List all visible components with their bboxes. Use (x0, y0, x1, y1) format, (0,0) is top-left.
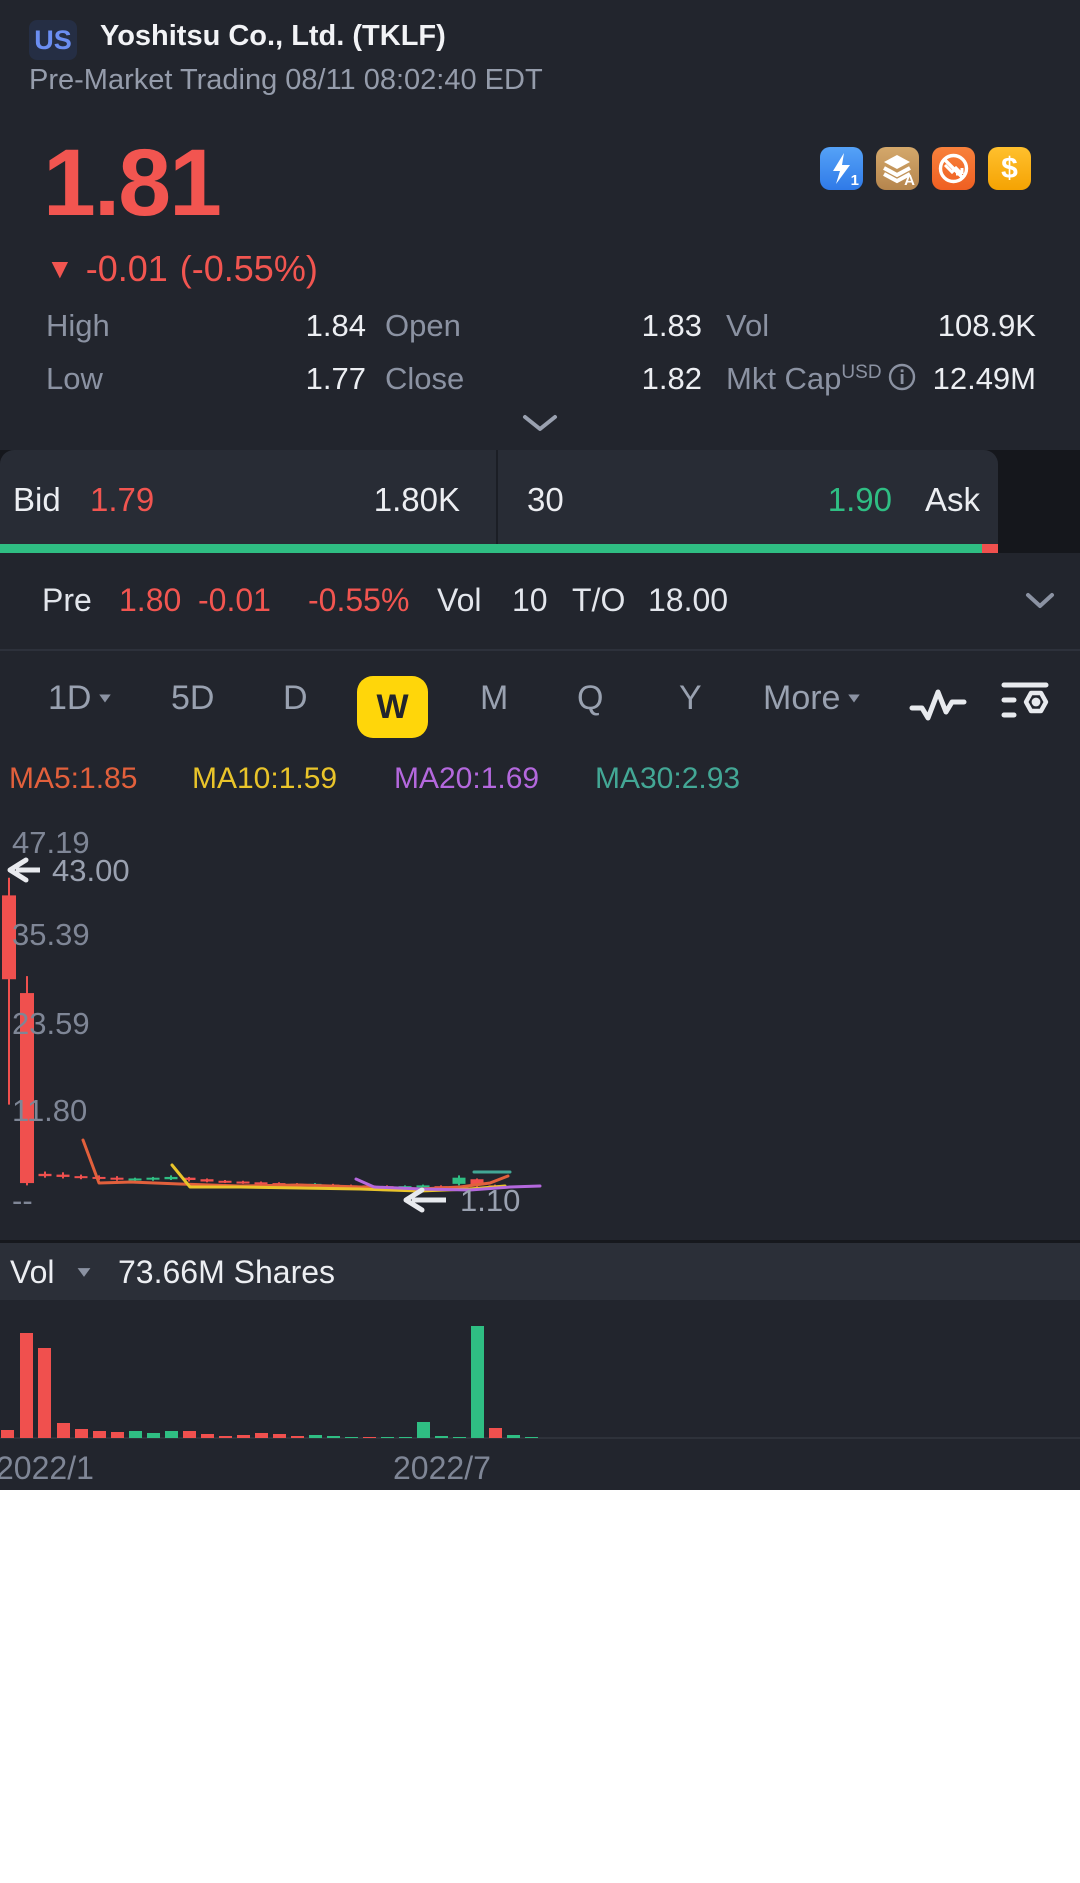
tab-5d[interactable]: 5D (171, 679, 215, 717)
ma-legend: MA5:1.85 MA10:1.59 MA20:1.69 MA30:2.93 (0, 748, 1080, 808)
pre-turnover-label: T/O (572, 582, 626, 618)
svg-text:--: -- (12, 1183, 33, 1218)
mktcap-currency: USD (841, 362, 882, 383)
down-arrow-icon: ▼ (46, 253, 74, 284)
order-book[interactable]: Bid 1.79 1.80K 30 1.90 Ask (0, 450, 998, 553)
high-label: High (46, 308, 110, 343)
ask-size: 30 (527, 481, 564, 518)
bid-ask-ratio-bar (0, 544, 998, 553)
close-value: 1.82 (641, 361, 702, 396)
ma20-legend: MA20:1.69 (394, 762, 540, 795)
x-axis-label: 2022/1 (0, 1450, 94, 1486)
period-tab-bar: 1D 5D D W M Q Y More (0, 651, 1080, 749)
change-value: -0.01 (85, 248, 168, 289)
indicator-settings-icon[interactable] (1000, 677, 1052, 732)
open-label: Open (385, 308, 461, 343)
ask-price: 1.90 (827, 481, 892, 518)
tab-1d[interactable]: 1D (48, 679, 113, 718)
pre-turnover: 18.00 (648, 582, 729, 618)
bid-label: Bid (13, 481, 61, 518)
high-value: 1.84 (305, 308, 366, 343)
dropdown-arrow-icon (848, 694, 861, 703)
last-price: 1.81 (43, 130, 222, 236)
ma30-legend: MA30:2.93 (595, 762, 741, 795)
pre-change: -0.01 (198, 582, 271, 618)
tab-m[interactable]: M (480, 679, 509, 717)
ma10-legend: MA10:1.59 (192, 762, 338, 795)
expand-chevron-icon[interactable] (495, 408, 585, 442)
tab-w-selected[interactable]: W (357, 676, 428, 738)
pre-vol: 10 (512, 582, 548, 618)
low-label: Low (46, 361, 103, 396)
svg-text:47.19: 47.19 (12, 825, 90, 860)
flash-order-icon[interactable]: 1 (820, 147, 863, 190)
vol-label: Vol (726, 308, 770, 343)
session-status: Pre-Market Trading 08/11 08:02:40 EDT (29, 64, 543, 96)
tab-more[interactable]: More (763, 679, 862, 718)
ask-label: Ask (925, 481, 981, 518)
svg-text:23.59: 23.59 (12, 1006, 90, 1041)
feature-icon-row: 1 A $ (820, 147, 1031, 190)
volume-total: 73.66M Shares (118, 1254, 336, 1290)
financing-dollar-icon[interactable]: $ (988, 147, 1031, 190)
change-percent: (-0.55%) (179, 248, 318, 289)
volume-header[interactable]: Vol 73.66M Shares (0, 1240, 1080, 1300)
mktcap-label: Mkt CapUSD (726, 361, 916, 397)
pre-market-row[interactable]: Pre 1.80 -0.01 -0.55% Vol 10 T/O 18.00 (0, 553, 1080, 651)
pre-row-chevron-icon[interactable] (1022, 589, 1058, 616)
svg-text:1.10: 1.10 (460, 1183, 520, 1218)
volume-label: Vol (10, 1254, 55, 1290)
x-axis-label: 2022/7 (393, 1450, 491, 1486)
dropdown-arrow-icon (99, 694, 112, 703)
page-title: Yoshitsu Co., Ltd. (TKLF) (100, 20, 446, 52)
pre-vol-label: Vol (437, 582, 482, 618)
pre-change-pct: -0.55% (308, 582, 410, 618)
close-label: Close (385, 361, 465, 396)
tab-q[interactable]: Q (577, 679, 604, 717)
svg-text:43.00: 43.00 (52, 853, 130, 888)
dropdown-arrow-icon (77, 1268, 91, 1277)
price-change: ▼ -0.01 (-0.55%) (46, 248, 318, 290)
price-chart[interactable]: 47.19 35.39 23.59 11.80 -- 43.00 1.10 (0, 815, 1080, 1239)
ma5-legend: MA5:1.85 (9, 762, 138, 795)
pre-label: Pre (42, 582, 92, 618)
pre-price: 1.80 (119, 582, 182, 618)
bid-price: 1.79 (90, 481, 155, 518)
vol-value: 108.9K (937, 308, 1036, 343)
low-value: 1.77 (305, 361, 366, 396)
open-value: 1.83 (641, 308, 702, 343)
svg-text:35.39: 35.39 (12, 917, 90, 952)
volume-chart[interactable] (0, 1297, 1080, 1449)
info-icon[interactable] (888, 363, 916, 391)
svg-text:11.80: 11.80 (12, 1093, 87, 1128)
promo-footer: TIGER BROKERS Scan the QR code to partic… (0, 1490, 1080, 1883)
market-badge: US (29, 20, 77, 60)
tab-d[interactable]: D (283, 679, 308, 717)
tab-y[interactable]: Y (679, 679, 702, 717)
short-sell-disabled-icon[interactable] (932, 147, 975, 190)
bid-size: 1.80K (373, 481, 460, 518)
order-book-divider (496, 450, 498, 544)
mktcap-value: 12.49M (932, 361, 1036, 396)
level-quotes-icon[interactable]: A (876, 147, 919, 190)
line-chart-icon[interactable] (908, 684, 968, 729)
